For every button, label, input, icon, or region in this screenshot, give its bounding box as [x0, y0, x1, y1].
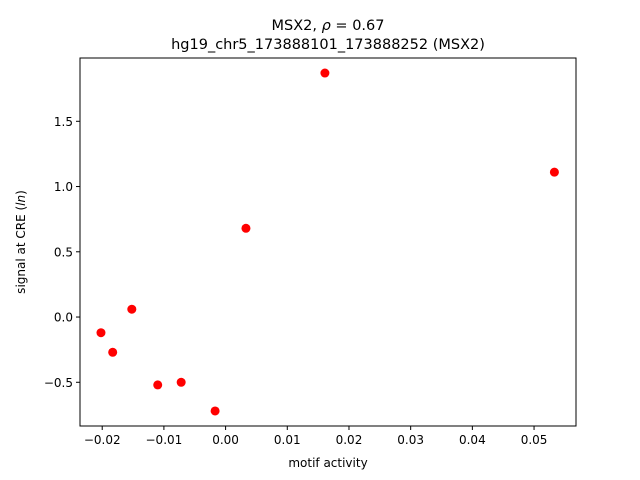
y-tick-label: 0.5: [54, 245, 73, 259]
x-tick-label: 0.02: [336, 433, 363, 447]
scatter-point: [320, 68, 330, 78]
scatter-point: [108, 347, 118, 357]
y-axis-label: signal at CRE (ln): [14, 190, 28, 294]
x-tick-label: 0.05: [521, 433, 548, 447]
axis-ticks: −0.02 −0.01 0.00 0.01 0.02 0.03 0.04 0.05 −0.5 0.…: [44, 115, 548, 447]
title-rho: ρ: [322, 18, 332, 34]
scatter-point: [210, 406, 220, 416]
chart-title-line1: MSX2, ρ = 0.67: [272, 18, 385, 34]
x-axis-label: motif activity: [288, 456, 367, 470]
y-axis-label-italic: ln: [14, 195, 28, 206]
y-tick-label: 1.0: [54, 180, 73, 194]
data-points: [96, 68, 559, 416]
x-tick-label: 0.01: [274, 433, 301, 447]
scatter-point: [176, 377, 186, 387]
scatter-point: [96, 328, 106, 338]
title-prefix: MSX2,: [272, 18, 322, 34]
title-suffix: = 0.67: [331, 18, 385, 34]
y-axis-label-suffix: ): [14, 190, 28, 195]
x-tick-label: 0.03: [397, 433, 424, 447]
x-tick-label: 0.04: [459, 433, 486, 447]
chart-title-line2: hg19_chr5_173888101_173888252 (MSX2): [171, 37, 485, 53]
scatter-point: [127, 304, 137, 314]
plot-area-frame: [79, 57, 577, 427]
scatter-point: [153, 380, 163, 390]
scatter-point: [241, 223, 251, 233]
x-tick-label: 0.00: [212, 433, 239, 447]
y-axis-label-prefix: signal at CRE (: [14, 206, 28, 294]
y-tick-label: −0.5: [44, 376, 73, 390]
y-tick-label: 1.5: [54, 115, 73, 129]
x-tick-label: −0.02: [84, 433, 121, 447]
scatter-point: [549, 167, 559, 177]
y-tick-label: 0.0: [54, 311, 73, 325]
x-tick-label: −0.01: [146, 433, 183, 447]
